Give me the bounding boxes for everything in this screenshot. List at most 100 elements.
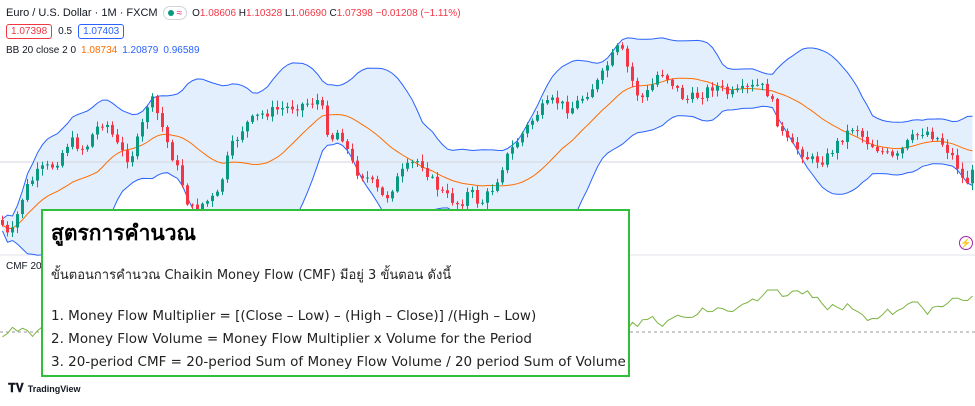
candle	[666, 73, 669, 84]
price-change: −0.01208 (−1.11%)	[375, 7, 461, 19]
candle	[426, 162, 429, 181]
candle	[656, 71, 659, 87]
candle	[716, 82, 719, 97]
candle	[911, 129, 914, 144]
candle	[306, 98, 309, 108]
symbol-legend: Euro / U.S. Dollar · 1M · FXCM ≈ O1.0860…	[6, 6, 461, 20]
candle	[676, 84, 679, 92]
candle	[621, 42, 624, 51]
candle	[586, 92, 589, 101]
candle	[966, 170, 969, 185]
candle	[921, 128, 924, 139]
candle	[761, 82, 764, 91]
candle	[556, 90, 559, 110]
candle	[746, 83, 749, 94]
candle	[506, 152, 509, 174]
candle	[466, 187, 469, 211]
candle	[81, 145, 84, 155]
candle	[266, 109, 269, 121]
candle	[926, 126, 929, 137]
candle	[26, 178, 29, 202]
candle	[276, 100, 279, 115]
candle	[136, 133, 139, 160]
candle	[166, 125, 169, 148]
formula-line-1: 1. Money Flow Multiplier = [(Close – Low…	[51, 308, 537, 324]
candle	[616, 43, 619, 56]
candle	[76, 133, 79, 152]
candle	[416, 158, 419, 167]
candle	[396, 173, 399, 193]
candle	[626, 45, 629, 73]
candle	[46, 160, 49, 170]
candle	[546, 95, 549, 105]
candle	[36, 162, 39, 188]
candle	[386, 191, 389, 203]
candle	[171, 139, 174, 162]
candle	[321, 96, 324, 110]
market-status-toggle[interactable]: ≈	[162, 6, 188, 20]
candle	[561, 100, 564, 110]
candle	[726, 83, 729, 100]
candle	[721, 80, 724, 92]
candle	[241, 126, 244, 143]
candle	[891, 149, 894, 158]
tradingview-logo[interactable]: 𝐓𝐕 TradingView	[8, 381, 81, 396]
candle	[836, 137, 839, 160]
candle	[501, 167, 504, 185]
candle	[851, 127, 854, 134]
candle	[971, 164, 974, 191]
candle	[86, 144, 89, 152]
lightning-icon[interactable]: ⚡	[959, 236, 973, 250]
bollinger-legend[interactable]: BB 20 close 2 0 1.08734 1.20879 0.96589	[6, 45, 200, 56]
candle	[66, 143, 69, 157]
candle	[246, 120, 249, 138]
candle	[176, 154, 179, 171]
candle	[941, 133, 944, 147]
candle	[341, 128, 344, 143]
buy-button[interactable]: 1.07403	[78, 24, 125, 39]
candle	[591, 84, 594, 99]
candle	[801, 146, 804, 164]
candle	[141, 118, 144, 142]
candle	[496, 178, 499, 193]
symbol-title[interactable]: Euro / U.S. Dollar · 1M · FXCM	[6, 7, 158, 19]
sell-button[interactable]: 1.07398	[6, 24, 53, 39]
tradingview-logo-icon: 𝐓𝐕	[8, 381, 24, 395]
candle	[161, 106, 164, 132]
formula-overlay: สูตรการคำนวณ ขั้นตอนการคำนวณ Chaikin Mon…	[41, 209, 630, 377]
candle	[61, 149, 64, 168]
candle	[56, 162, 59, 170]
candle	[521, 131, 524, 147]
candle	[741, 79, 744, 94]
candle	[361, 173, 364, 182]
candle	[326, 100, 329, 137]
candle	[906, 138, 909, 151]
cmf-legend[interactable]: CMF 20	[6, 261, 42, 272]
bb-label: BB 20 close 2 0	[6, 45, 77, 56]
candle	[526, 122, 529, 138]
candle	[776, 97, 779, 128]
candle	[896, 150, 899, 160]
candle	[231, 135, 234, 160]
candle	[96, 121, 99, 140]
candle	[846, 124, 849, 149]
candle	[596, 78, 599, 93]
candle	[696, 87, 699, 100]
candle	[391, 189, 394, 202]
candle	[811, 153, 814, 164]
candle	[881, 147, 884, 155]
candle	[486, 188, 489, 210]
candle	[691, 86, 694, 103]
candle	[121, 136, 124, 157]
candle	[931, 127, 934, 142]
candle	[516, 138, 519, 149]
candle	[471, 186, 474, 199]
candle	[841, 139, 844, 145]
candle	[381, 186, 384, 197]
candle	[1, 215, 4, 227]
candle	[781, 121, 784, 136]
candle	[431, 174, 434, 179]
candle	[261, 110, 264, 119]
market-open-icon	[167, 10, 174, 16]
